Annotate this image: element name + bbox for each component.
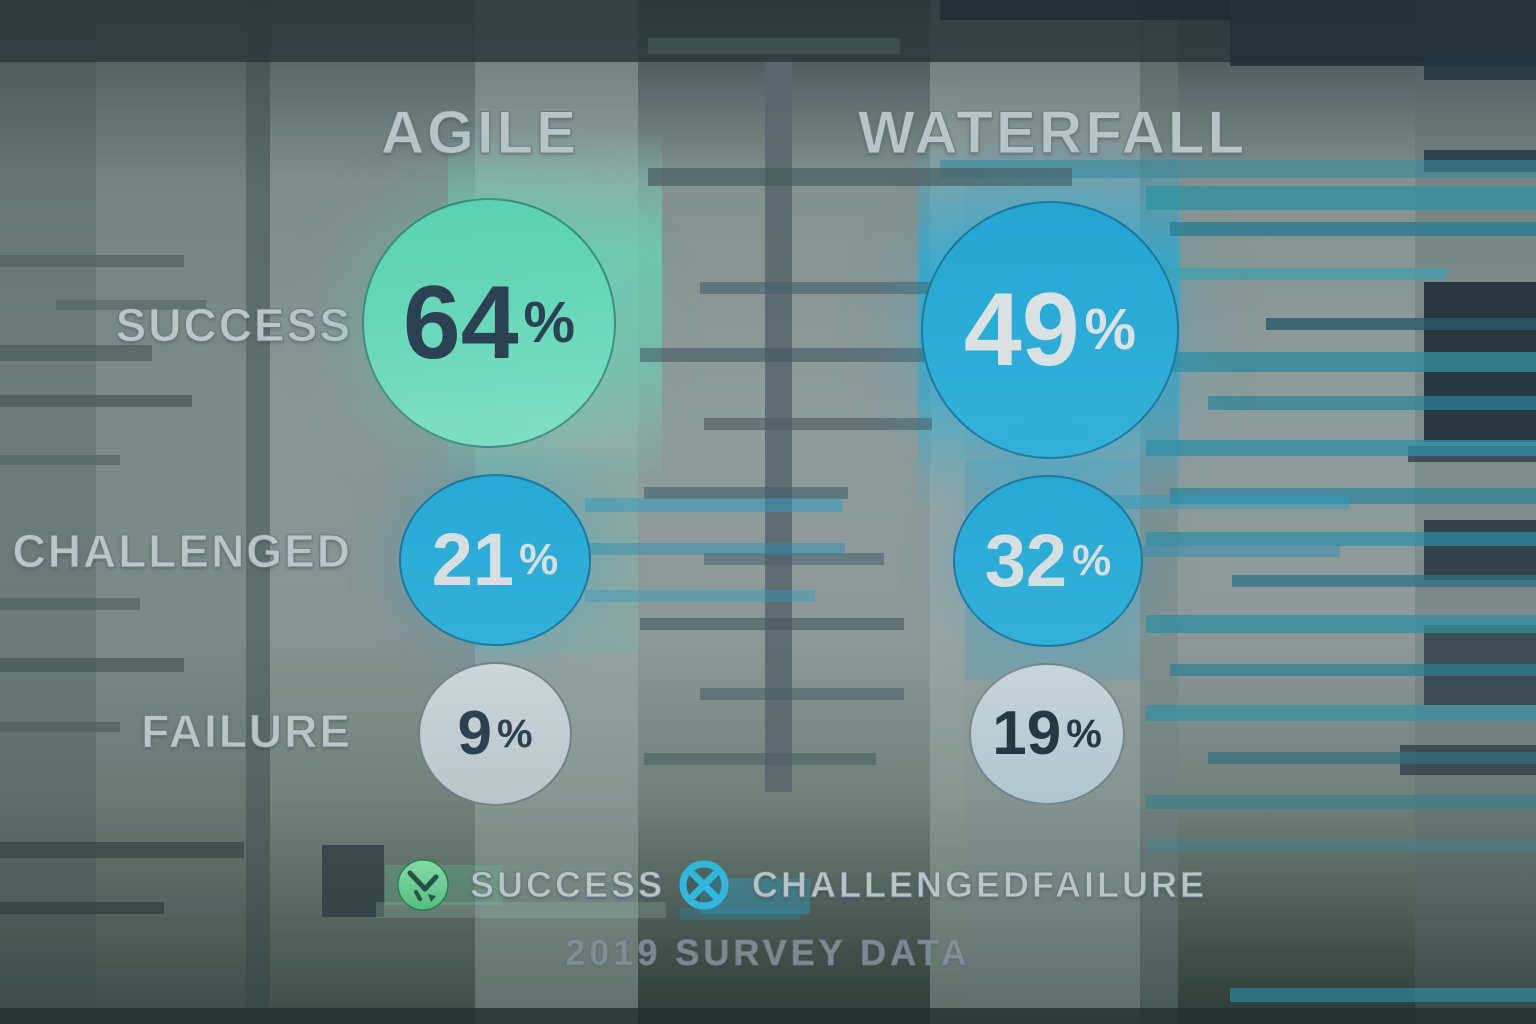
agile-challenged-unit: % [519, 535, 559, 584]
agile-success-unit: % [523, 290, 576, 355]
legend-label-success: SUCCESS [469, 864, 666, 906]
agile-success-value: 64 [402, 265, 519, 381]
agile-success-circle: 64% [362, 198, 616, 448]
waterfall-success-unit: % [1084, 297, 1137, 362]
row-label-failure: FAILURE [141, 705, 352, 758]
footer-survey-note: 2019 SURVEY DATA [565, 932, 971, 974]
agile-challenged-circle: 21% [399, 474, 591, 646]
waterfall-challenged-circle: 32% [953, 475, 1143, 647]
waterfall-success-circle: 49% [921, 201, 1179, 459]
legend-label-challenged: CHALLENGED [752, 864, 1032, 906]
agile-challenged-value: 21 [431, 518, 515, 601]
waterfall-failure-circle: 19% [969, 663, 1125, 805]
check-circle-icon [396, 858, 450, 912]
waterfall-challenged-value: 32 [984, 519, 1068, 602]
column-title-waterfall: WATERFALL [858, 99, 1248, 167]
row-label-challenged: CHALLENGED [12, 525, 352, 578]
agile-failure-circle: 9% [418, 662, 572, 806]
agile-failure-unit: % [496, 712, 533, 756]
waterfall-failure-unit: % [1066, 712, 1102, 756]
waterfall-success-value: 49 [963, 272, 1080, 388]
legend-label-failure: FAILURE [1031, 864, 1208, 906]
waterfall-challenged-unit: % [1072, 536, 1112, 585]
x-circle-icon [678, 859, 730, 911]
column-title-agile: AGILE [380, 99, 580, 167]
row-label-success: SUCCESS [115, 299, 352, 352]
waterfall-failure-value: 19 [992, 699, 1062, 768]
agile-failure-value: 9 [457, 699, 492, 768]
